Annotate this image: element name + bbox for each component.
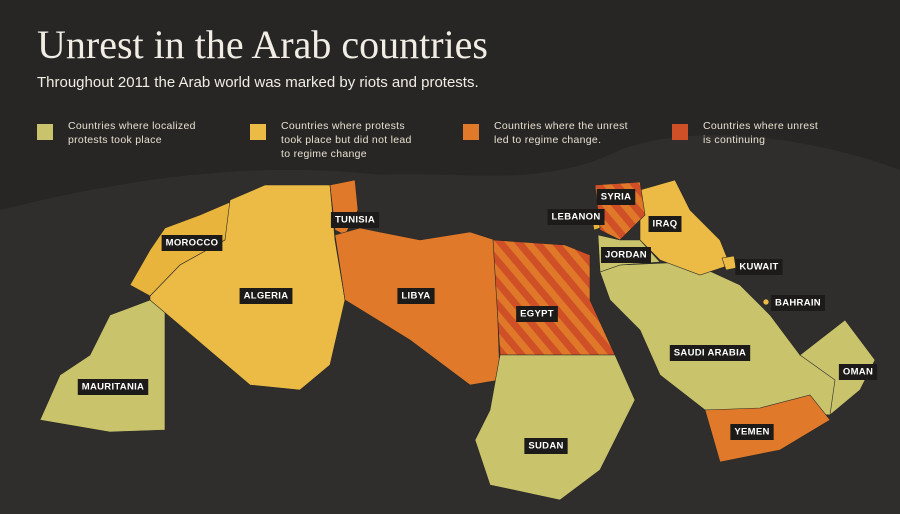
legend-text: took place but did not lead — [281, 134, 412, 146]
country-label: JORDAN — [601, 247, 651, 263]
legend-swatch — [250, 124, 266, 140]
sudan-shape — [474, 354, 636, 501]
legend-text: led to regime change. — [494, 134, 601, 146]
legend-swatch — [37, 124, 53, 140]
label-box — [735, 259, 783, 275]
legend-text: is continuing — [703, 134, 765, 146]
country-label: MOROCCO — [161, 235, 223, 251]
label-box — [547, 209, 605, 225]
label-text: OMAN — [843, 367, 873, 378]
label-text: MAURITANIA — [82, 382, 144, 393]
label-box — [524, 438, 568, 454]
legend-text: Countries where protests — [281, 120, 405, 132]
legend: Countries where localized protests took p… — [37, 120, 818, 160]
legend-text: Countries where the unrest — [494, 120, 628, 132]
label-box — [648, 216, 682, 232]
label-box — [601, 247, 651, 263]
legend-text: Countries where localized — [68, 120, 196, 132]
label-text: KUWAIT — [739, 262, 778, 273]
country-label: EGYPT — [516, 306, 558, 322]
country-label: SUDAN — [524, 438, 568, 454]
label-box — [730, 424, 774, 440]
label-text: SAUDI ARABIA — [674, 348, 746, 359]
legend-swatch — [463, 124, 479, 140]
country-label: SAUDI ARABIA — [669, 345, 751, 361]
oman-shape — [799, 319, 876, 416]
label-box — [397, 288, 435, 304]
label-box — [330, 212, 380, 228]
legend-text: to regime change — [281, 148, 367, 160]
label-text: LEBANON — [551, 212, 600, 223]
country-label: YEMEN — [730, 424, 774, 440]
country-label: KUWAIT — [735, 259, 783, 275]
country-label: OMAN — [838, 364, 878, 380]
bahrain-shape — [762, 298, 770, 306]
country-labels: MOROCCO ALGERIA TUNISIA LIBYA EGYPT SYRIALEBA… — [77, 189, 878, 454]
label-box — [77, 379, 149, 395]
country-label: LIBYA — [397, 288, 435, 304]
label-text: IRAQ — [653, 219, 678, 230]
label-text: ALGERIA — [244, 291, 289, 302]
legend-swatch — [672, 124, 688, 140]
label-text: SYRIA — [601, 192, 632, 203]
label-text: LIBYA — [401, 291, 430, 302]
legend-text: protests took place — [68, 134, 162, 146]
label-box — [161, 235, 223, 251]
label-box — [669, 345, 751, 361]
label-box — [239, 288, 293, 304]
country-label: BAHRAIN — [771, 295, 825, 311]
country-label: IRAQ — [648, 216, 682, 232]
label-box — [771, 295, 825, 311]
label-box — [838, 364, 878, 380]
country-label: LEBANON — [547, 209, 605, 225]
country-label: MAURITANIA — [77, 379, 149, 395]
label-text: MOROCCO — [166, 238, 219, 249]
legend-text: Countries where unrest — [703, 120, 818, 132]
country-label: ALGERIA — [239, 288, 293, 304]
label-text: YEMEN — [734, 427, 769, 438]
label-text: BAHRAIN — [775, 298, 821, 309]
subtitle: Throughout 2011 the Arab world was marke… — [37, 74, 479, 91]
country-label: SYRIA — [596, 189, 636, 205]
label-text: JORDAN — [605, 250, 647, 261]
label-box — [596, 189, 636, 205]
country-label: TUNISIA — [330, 212, 380, 228]
title: Unrest in the Arab countries — [37, 22, 488, 67]
label-text: TUNISIA — [335, 215, 375, 226]
label-box — [516, 306, 558, 322]
label-text: SUDAN — [528, 441, 563, 452]
label-text: EGYPT — [520, 309, 554, 320]
